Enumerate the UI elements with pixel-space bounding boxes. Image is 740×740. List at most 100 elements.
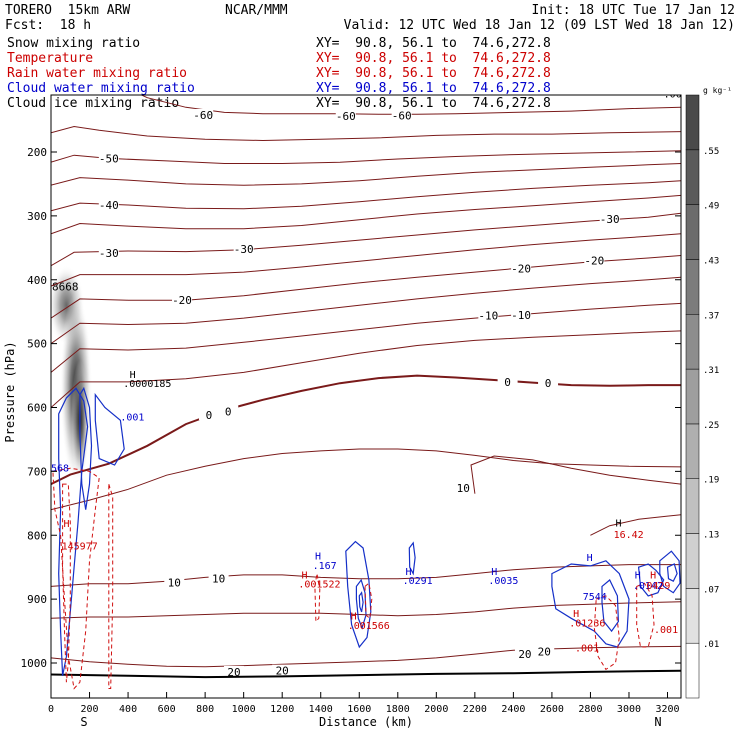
annotation-4: .0000185 xyxy=(123,379,171,390)
annotation-14: H xyxy=(491,567,497,578)
rain-contour-1 xyxy=(62,483,71,683)
colorbar-box-1 xyxy=(685,588,700,644)
temp-label-bg xyxy=(335,110,356,122)
colorbar-box-8 xyxy=(685,204,700,260)
colorbar-box-6 xyxy=(685,314,700,370)
rain-contour-5 xyxy=(593,595,620,671)
colorbar-box-10 xyxy=(685,94,700,151)
temp-label-local-10: 10 xyxy=(457,482,470,495)
temp-contour--45 xyxy=(51,163,681,186)
temp-contour--55 xyxy=(51,125,681,142)
cloud-water-contour-2 xyxy=(94,392,125,466)
annotation-26: 0429 xyxy=(646,581,670,592)
cloud-water-contour-11 xyxy=(666,563,678,583)
annotation-2: 568 xyxy=(51,463,69,474)
field-coords-2: XY= 90.8, 56.1 to 74.6,272.8 xyxy=(316,66,551,81)
annotation-19: .01236 xyxy=(569,619,605,630)
temp-label-bg xyxy=(497,375,518,387)
cloud-water-contour-4 xyxy=(355,578,367,630)
field-name-2: Rain water mixing ratio xyxy=(7,66,188,81)
temp-label--30: -30 xyxy=(600,213,620,226)
field-coords-4: XY= 90.8, 56.1 to 74.6,272.8 xyxy=(316,96,551,111)
field-name-1: Temperature xyxy=(7,51,94,66)
cloud-water-contour-6 xyxy=(408,541,416,576)
temp-label-bg xyxy=(193,108,214,120)
temp-label-bg xyxy=(233,243,254,255)
temp-contour--35 xyxy=(51,194,681,235)
annotation-3: H xyxy=(130,370,136,381)
cloud-water-contour-8 xyxy=(601,579,620,633)
cloud-water-contour-3 xyxy=(345,540,372,649)
colorbar-label-2: .13 xyxy=(703,531,719,541)
y-tick-label: 700 xyxy=(27,465,47,478)
temp-label-bg xyxy=(584,254,605,266)
temp-contour--15 xyxy=(51,276,681,345)
colorbar-label-0: .01 xyxy=(703,640,719,650)
cloud-water-contour-5 xyxy=(358,591,364,613)
annotation-8: H xyxy=(301,571,307,582)
temp-label-bg xyxy=(172,294,193,306)
colorbar-box-4 xyxy=(685,423,700,479)
annotation-22: 16.42 xyxy=(614,530,644,541)
temp-label--40: -40 xyxy=(99,199,119,212)
temp-label-bg xyxy=(511,262,532,274)
south-end-label: S xyxy=(80,715,87,729)
annotation-13: .0291 xyxy=(403,576,433,587)
temp-label-bg xyxy=(599,213,620,225)
annotation-7: .167 xyxy=(313,561,337,572)
ground-line xyxy=(51,669,681,679)
temp-label-bg xyxy=(514,648,535,660)
colorbar-label-8: .49 xyxy=(703,202,719,212)
y-tick-label: 500 xyxy=(27,338,47,351)
field-coords-1: XY= 90.8, 56.1 to 74.6,272.8 xyxy=(316,51,551,66)
cloud-water-contour-9 xyxy=(637,563,665,597)
x-tick-label: 2400 xyxy=(501,704,525,715)
init-time: Init: 18 UTC Tue 17 Jan 12 xyxy=(531,3,736,18)
y-tick-label: 600 xyxy=(27,402,47,415)
field-coords-3: XY= 90.8, 56.1 to 74.6,272.8 xyxy=(316,81,551,96)
annotation-12: H xyxy=(405,567,411,578)
temp-contour-5 xyxy=(51,448,681,511)
annotation-16: H xyxy=(587,553,593,564)
temp-label-20: 20 xyxy=(518,648,531,661)
temp-label-0: 0 xyxy=(545,377,552,390)
annotation-15: .0035 xyxy=(488,576,518,587)
temp-label-bg xyxy=(534,645,555,657)
temp-label--60: -60 xyxy=(392,110,412,123)
annotation-24: .0142 xyxy=(633,581,663,592)
field-name-0: Snow mixing ratio xyxy=(7,36,141,51)
temp-label-20: 20 xyxy=(538,646,551,659)
colorbar-label-9: .55 xyxy=(703,147,719,157)
temp-label--30: -30 xyxy=(234,243,254,256)
annotation-9: .001522 xyxy=(298,580,340,591)
annotation-11: .001566 xyxy=(348,621,390,632)
annotation-27: .001 xyxy=(654,625,678,636)
temp-label-bg xyxy=(98,152,119,164)
annotation-18: H xyxy=(573,609,579,620)
temp-label--10: -10 xyxy=(511,309,531,322)
x-tick-label: 600 xyxy=(158,704,176,715)
x-tick-label: 800 xyxy=(196,704,214,715)
temp-contour-15 xyxy=(51,601,681,619)
temp-contour-local-15 xyxy=(590,514,681,536)
temp-label-0: 0 xyxy=(504,376,511,389)
rain-contour-6 xyxy=(636,582,655,648)
annotation-10: H xyxy=(351,612,357,623)
y-axis-label: Pressure (hPa) xyxy=(3,341,17,442)
y-tick-label: 400 xyxy=(27,274,47,287)
temp-contour--25 xyxy=(51,233,681,287)
temp-contour--5 xyxy=(51,330,681,408)
x-tick-label: 1800 xyxy=(386,704,410,715)
temp-label--30: -30 xyxy=(99,247,119,260)
temp-contour-10 xyxy=(51,564,681,587)
colorbar-box-2 xyxy=(685,533,700,589)
x-tick-label: 2600 xyxy=(540,704,564,715)
temp-label--60: -60 xyxy=(193,109,213,122)
colorbar-label-3: .19 xyxy=(703,476,719,486)
annotation-1: 145977 xyxy=(62,541,98,552)
field-name-4: Cloud ice mixing ratio xyxy=(7,96,180,111)
colorbar-label-4: .25 xyxy=(703,421,719,431)
colorbar-box-7 xyxy=(685,259,700,315)
x-axis-label: Distance (km) xyxy=(319,715,413,729)
annotation-5: .001 xyxy=(120,412,144,423)
